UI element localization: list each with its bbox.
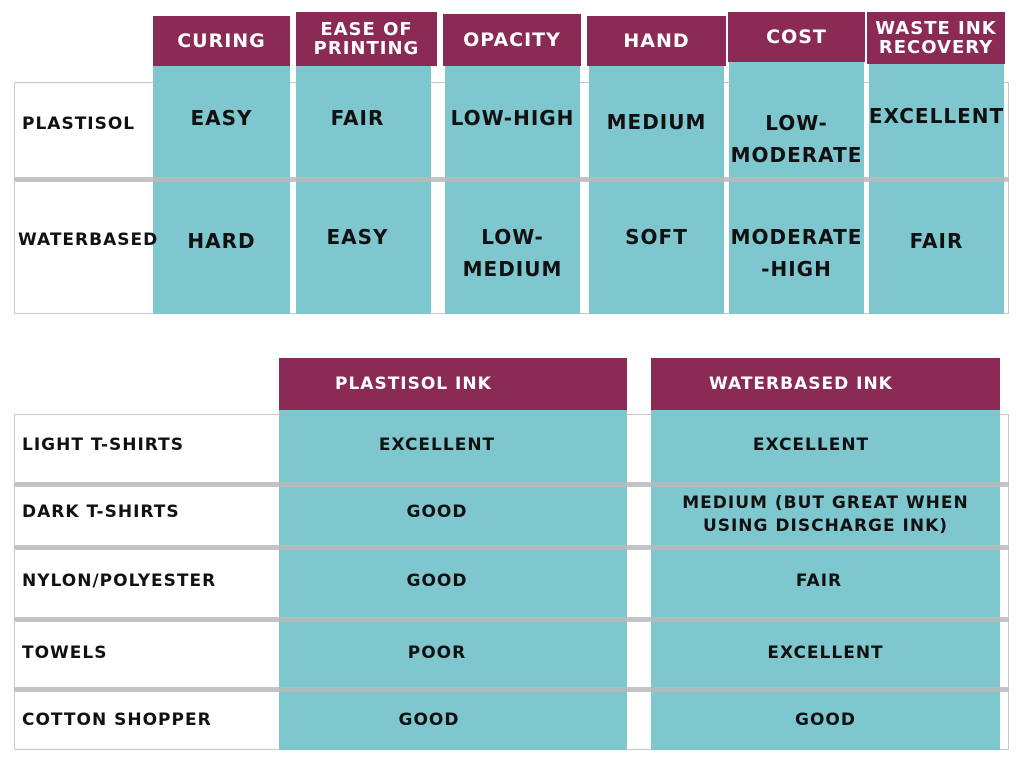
column-waste-ink-recovery [869,62,1004,314]
table-cell: EXCELLENT [378,434,496,455]
table-cell: GOOD [406,501,468,522]
table-cell: POOR [407,642,467,663]
row-divider [14,545,1009,550]
row-divider [14,177,1009,182]
row-divider [14,482,1009,487]
row-label: PLASTISOL [22,114,136,134]
table-cell: HARD [187,229,256,253]
column-opacity [445,62,580,314]
table-cell: EXCELLENT [752,434,870,455]
row-divider [14,617,1009,622]
table-cell: EXCELLENT [868,104,1005,128]
row-label: WATERBASED [18,230,159,250]
table-cell: MEDIUM [606,110,707,134]
column-header: COST [728,12,865,62]
column-hand [589,62,724,314]
column-curing [153,62,290,314]
table-cell: EASY [326,225,389,249]
table-cell: GOOD [795,709,856,730]
row-label: DARK T-SHIRTS [22,502,180,522]
column-header: CURING [153,16,290,66]
table-cell: FAIR [330,106,385,130]
column-header: EASE OF PRINTING [296,12,437,66]
row-label: LIGHT T-SHIRTS [22,435,184,455]
table-cell: FAIR [909,229,964,253]
table-cell: LOW- MEDIUM [462,225,563,281]
row-divider [14,687,1009,692]
table-cell: LOW- MODERATE [730,111,863,167]
column-header: HAND [587,16,726,66]
table-cell: EXCELLENT [767,642,884,663]
table-cell: FAIR [795,570,843,591]
column-cost [729,62,864,314]
table-cell: MODERATE -HIGH [730,225,863,281]
column-plastisol-ink [279,404,627,750]
table-cell: MEDIUM (BUT GREAT WHEN USING DISCHARGE I… [682,493,969,536]
table-cell: EASY [190,106,253,130]
column-header: PLASTISOL INK [279,358,627,410]
column-header: OPACITY [443,14,581,66]
row-label: NYLON/POLYESTER [22,571,217,591]
row-label: TOWELS [22,643,108,663]
column-header: WATERBASED INK [651,358,1000,410]
table-cell: SOFT [625,225,688,249]
column-waterbased-ink [651,404,1000,750]
table-cell: GOOD [398,709,460,730]
table-cell: LOW-HIGH [450,106,575,130]
column-header: WASTE INK RECOVERY [867,12,1005,64]
column-ease-of-printing [296,62,431,314]
table-cell: GOOD [406,570,468,591]
row-label: COTTON SHOPPER [22,710,212,730]
